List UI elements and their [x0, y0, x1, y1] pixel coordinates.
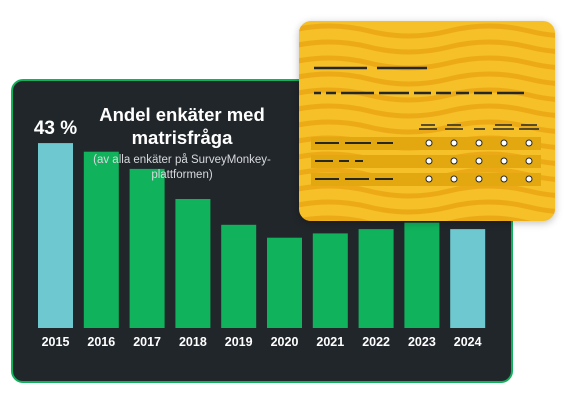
bar-2017	[129, 168, 165, 328]
matrix-question-illustration	[299, 21, 555, 221]
x-tick-label: 2018	[179, 335, 207, 349]
x-tick-label: 2022	[362, 335, 390, 349]
x-tick-label: 2015	[42, 335, 70, 349]
data-label-2015: 43 %	[34, 118, 77, 139]
bar-2021	[312, 233, 348, 328]
bar-2023	[404, 222, 440, 328]
bar-2016	[83, 151, 119, 328]
x-tick-label: 2017	[133, 335, 161, 349]
placeholder-lines	[314, 66, 524, 95]
chart-subtitle: (av alla enkäter på SurveyMonkey-plattfo…	[93, 154, 271, 181]
x-tick-label: 2019	[225, 335, 253, 349]
chart-title: Andel enkäter med matrisfråga	[99, 104, 265, 148]
x-tick-label: 2016	[87, 335, 115, 349]
x-tick-label: 2024	[454, 335, 482, 349]
bar-2019	[221, 224, 257, 328]
wave-pattern	[299, 23, 555, 221]
x-tick-label: 2021	[316, 335, 344, 349]
bar-2015	[38, 143, 73, 328]
x-tick-label: 2020	[271, 335, 299, 349]
bar-2018	[175, 199, 211, 328]
matrix-header-lines	[419, 124, 539, 130]
bar-2020	[267, 237, 302, 328]
bar-2024	[450, 229, 486, 328]
matrix-row-labels	[315, 142, 393, 180]
bar-2022	[358, 229, 394, 328]
x-tick-label: 2023	[408, 335, 436, 349]
radio-buttons	[425, 139, 533, 183]
